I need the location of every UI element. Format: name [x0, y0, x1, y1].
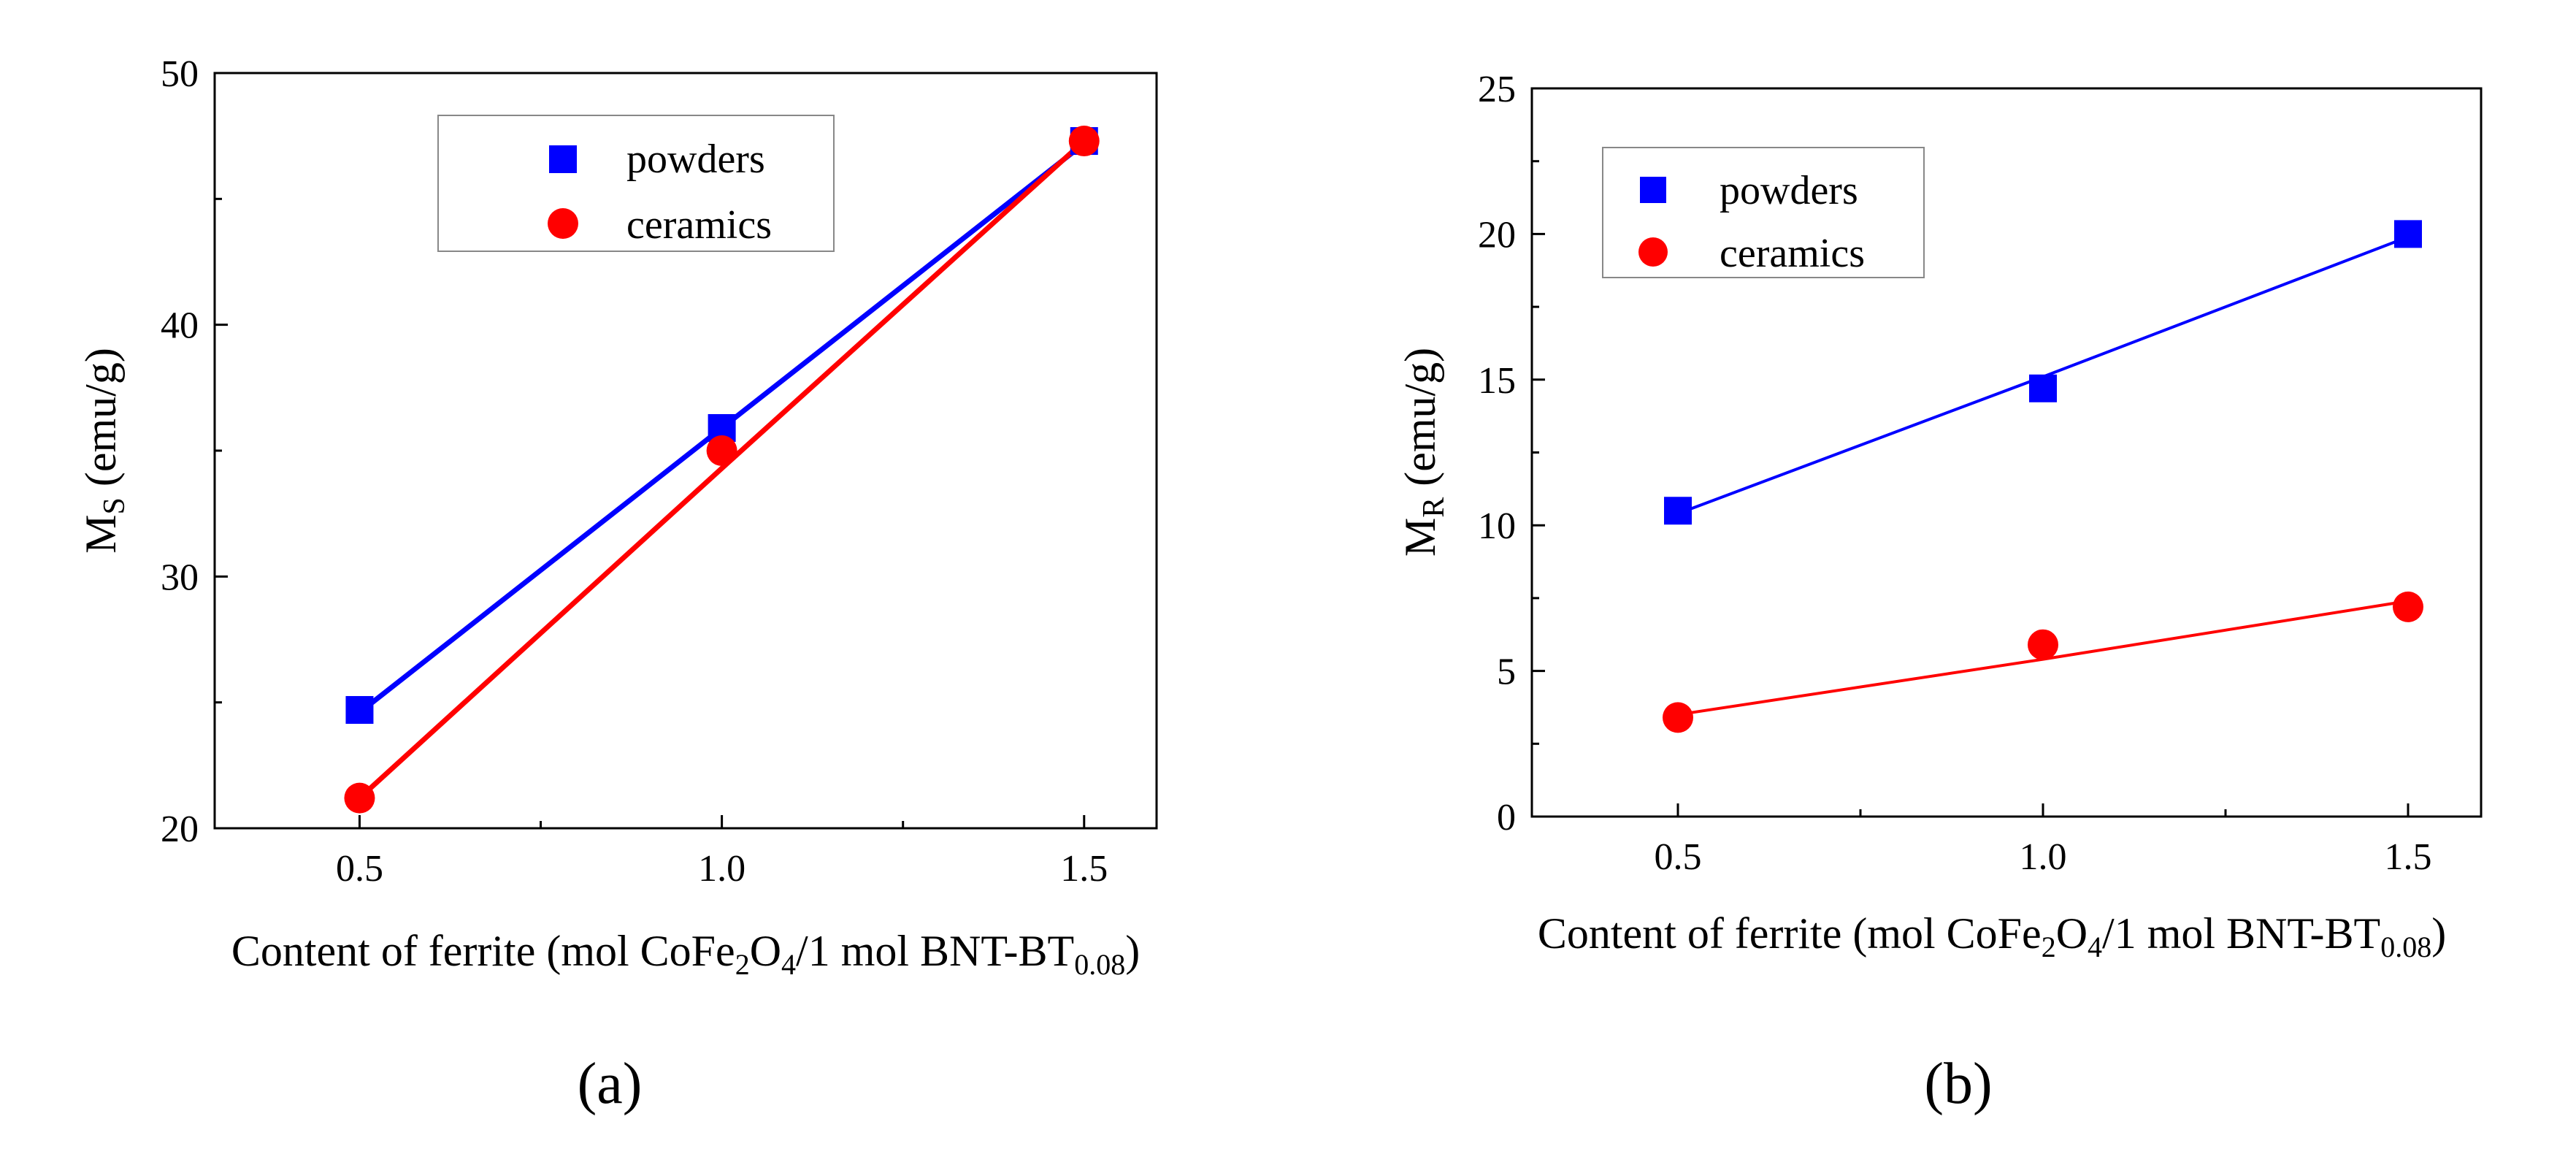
legend-marker-ceramics — [548, 208, 578, 239]
y-tick-label: 40 — [161, 305, 199, 347]
x-tick-label: 1.5 — [2385, 836, 2432, 878]
y-label-unit: (emu/g) — [77, 348, 125, 497]
y-tick-label: 50 — [161, 53, 199, 95]
y-tick-label: 5 — [1497, 651, 1516, 693]
x-label-sub1: 2 — [2042, 931, 2056, 963]
x-tick-label: 1.0 — [698, 848, 745, 890]
x-ticks: 0.5 1.0 1.5 — [1655, 803, 2432, 878]
x-label-post: ) — [2431, 909, 2446, 958]
x-label-mid2: /1 mol BNT-BT — [2102, 909, 2380, 958]
x-label-sub1: 2 — [735, 948, 750, 981]
ceramics-point — [344, 782, 375, 814]
data-markers — [1663, 220, 2423, 733]
y-ticks: 20 30 40 50 — [161, 53, 228, 850]
x-label-pre: Content of ferrite (mol CoFe — [231, 927, 735, 975]
panel-label-b: (b) — [1924, 1052, 1992, 1116]
y-label-subscript: S — [98, 497, 131, 514]
y-tick-label: 30 — [161, 557, 199, 598]
x-label-mid1: O — [750, 927, 781, 975]
x-tick-label: 0.5 — [336, 848, 383, 890]
y-tick-label: 20 — [161, 809, 199, 850]
x-axis-label: Content of ferrite (mol CoFe2O4/1 mol BN… — [231, 927, 1140, 981]
legend-label-powders: powders — [1720, 168, 1858, 213]
x-label-sub3: 0.08 — [2380, 931, 2431, 963]
x-tick-label: 1.0 — [2020, 836, 2067, 878]
x-label-post: ) — [1125, 927, 1140, 975]
y-tick-label: 0 — [1497, 797, 1516, 838]
legend-label-ceramics: ceramics — [626, 202, 772, 248]
legend: powders ceramics — [1602, 147, 1925, 278]
ceramics-point — [2028, 629, 2058, 660]
x-label-pre: Content of ferrite (mol CoFe — [1538, 909, 2042, 958]
x-ticks: 0.5 1.0 1.5 — [336, 815, 1108, 890]
y-ticks: 0 5 10 15 20 25 — [1478, 69, 1545, 838]
x-tick-label: 0.5 — [1655, 836, 1702, 878]
ceramics-point — [706, 435, 737, 466]
x-label-mid2: /1 mol BNT-BT — [796, 927, 1074, 975]
y-tick-label: 25 — [1478, 69, 1516, 110]
legend-label-ceramics: ceramics — [1720, 231, 1865, 276]
chart-panel-b: 0.5 1.0 1.5 0 5 10 15 20 25 powders ceramics MR… — [1396, 69, 2483, 1116]
y-tick-label: 20 — [1478, 214, 1516, 256]
legend-label-powders: powders — [626, 137, 765, 182]
y-axis-label: MR (emu/g) — [1396, 348, 1451, 557]
y-label-main: M — [1396, 518, 1444, 557]
legend-marker-powders — [549, 145, 577, 173]
x-label-sub2: 4 — [2088, 931, 2102, 963]
legend-marker-powders — [1640, 177, 1666, 203]
powders-point — [1664, 497, 1692, 525]
x-label-mid1: O — [2056, 909, 2088, 958]
y-label-unit: (emu/g) — [1396, 348, 1444, 497]
powders-point — [2394, 220, 2422, 248]
ceramics-fit-line — [358, 139, 1086, 800]
y-tick-label: 15 — [1478, 360, 1516, 402]
ceramics-point — [1663, 702, 1693, 733]
y-label-main: M — [77, 514, 125, 553]
x-label-sub2: 4 — [781, 948, 796, 981]
chart-panel-a: 0.5 1.0 1.5 20 30 40 50 powders ceramics MS (… — [77, 53, 1158, 1116]
x-tick-label: 1.5 — [1060, 848, 1108, 890]
powders-point — [2029, 374, 2057, 402]
x-axis-label: Content of ferrite (mol CoFe2O4/1 mol BN… — [1538, 909, 2446, 963]
ceramics-point — [2393, 591, 2423, 622]
data-markers — [344, 126, 1100, 814]
x-label-sub3: 0.08 — [1074, 948, 1125, 981]
legend-marker-ceramics — [1638, 237, 1668, 267]
y-tick-label: 10 — [1478, 505, 1516, 547]
panel-label-a: (a) — [578, 1052, 643, 1116]
y-label-subscript: R — [1417, 497, 1451, 518]
legend: powders ceramics — [437, 115, 835, 252]
ceramics-point — [1068, 126, 1100, 157]
legend-box — [437, 115, 835, 252]
powders-point — [345, 696, 374, 725]
y-axis-label: MS (emu/g) — [77, 348, 131, 554]
